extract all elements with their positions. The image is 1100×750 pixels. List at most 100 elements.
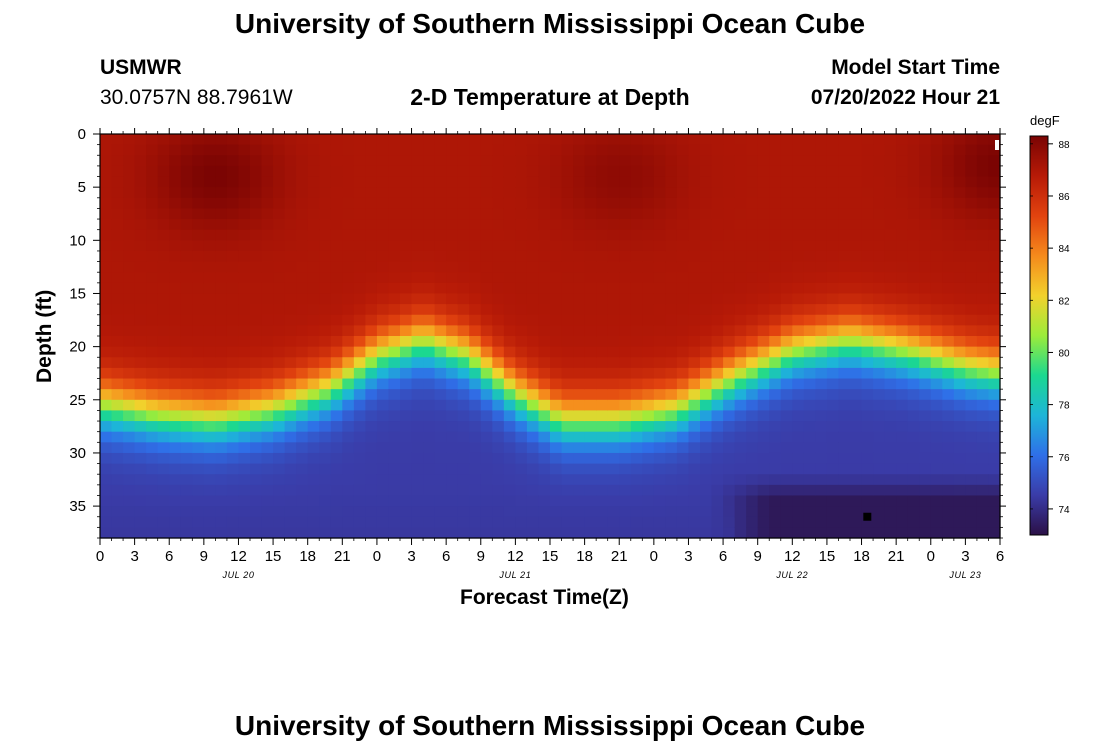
heat-cell <box>803 165 816 178</box>
heat-cell <box>792 261 805 273</box>
heat-cell <box>526 336 540 348</box>
heat-cell <box>826 187 840 199</box>
heat-cell <box>319 197 332 210</box>
heat-cell <box>330 176 343 188</box>
heat-cell <box>215 474 228 486</box>
heat-cell <box>480 463 493 475</box>
heat-cell <box>942 293 955 305</box>
heat-cell <box>619 293 632 305</box>
heat-cell <box>423 176 436 188</box>
heat-cell <box>861 463 874 475</box>
heat-cell <box>284 378 297 390</box>
heat-cell <box>688 325 701 337</box>
heat-cell <box>838 357 851 369</box>
heat-cell <box>123 176 136 188</box>
heat-cell <box>619 272 632 284</box>
heat-cell <box>607 219 620 231</box>
heat-cell <box>734 219 747 231</box>
heat-cell <box>526 272 540 284</box>
heat-cell <box>584 399 597 412</box>
heat-cell <box>469 187 482 199</box>
heat-cell <box>388 314 401 326</box>
heat-cell <box>861 314 874 326</box>
heat-cell <box>780 516 793 528</box>
heat-cell <box>157 197 170 210</box>
heat-cell <box>203 325 216 337</box>
heat-cell <box>561 346 574 358</box>
heat-cell <box>734 197 747 210</box>
heat-cell <box>192 474 205 486</box>
heat-cell <box>942 484 955 497</box>
heat-cell <box>642 282 655 295</box>
heat-cell <box>469 506 482 518</box>
heat-cell <box>446 197 459 210</box>
heat-cell <box>284 421 297 433</box>
heat-cell <box>953 261 966 273</box>
heat-cell <box>400 325 413 337</box>
heat-cell <box>538 474 551 486</box>
heat-cell <box>711 474 724 486</box>
heat-cell <box>100 389 113 401</box>
heat-cell <box>561 325 574 337</box>
heat-cell <box>319 144 332 156</box>
heat-cell <box>953 165 966 178</box>
heat-cell <box>169 442 182 454</box>
heat-cell <box>400 346 413 358</box>
heat-cell <box>446 219 459 231</box>
heat-cell <box>180 261 193 273</box>
heat-cell <box>757 399 770 412</box>
heat-cell <box>584 208 597 220</box>
heat-cell <box>526 484 540 497</box>
heat-cell <box>573 474 586 486</box>
heat-cell <box>261 314 274 326</box>
heat-cell <box>630 357 643 369</box>
heat-cell <box>884 527 897 539</box>
heat-cell <box>446 261 459 273</box>
heat-cell <box>134 516 147 528</box>
heat-cell <box>573 495 586 507</box>
heat-cell <box>976 346 990 358</box>
heat-cell <box>273 357 286 369</box>
heat-cell <box>503 495 516 507</box>
heat-cell <box>307 176 320 188</box>
heat-cell <box>561 197 574 210</box>
heat-cell <box>111 155 124 167</box>
heat-cell <box>896 144 909 156</box>
heat-cell <box>192 399 205 412</box>
heat-cell <box>296 229 309 241</box>
heat-cell <box>226 282 240 295</box>
heat-cell <box>100 516 113 528</box>
heat-cell <box>480 399 493 412</box>
heat-cell <box>330 516 343 528</box>
heat-cell <box>653 240 666 252</box>
heat-cell <box>850 389 863 401</box>
heat-cell <box>192 155 205 167</box>
heat-cell <box>896 506 909 518</box>
heat-cell <box>780 463 793 475</box>
heat-cell <box>192 367 205 380</box>
heat-cell <box>400 399 413 412</box>
heat-cell <box>757 144 770 156</box>
heat-cell <box>734 346 747 358</box>
heat-cell <box>411 229 424 241</box>
heat-cell <box>365 378 378 390</box>
heat-cell <box>711 219 724 231</box>
heat-cell <box>342 187 355 199</box>
heat-cell <box>111 197 124 210</box>
heat-cell <box>607 378 620 390</box>
heat-cell <box>146 452 159 465</box>
heat-cell <box>111 134 124 146</box>
heat-cell <box>873 367 886 380</box>
heat-cell <box>930 367 943 380</box>
heat-cell <box>861 378 874 390</box>
heat-cell <box>538 325 551 337</box>
x-tick-label: 12 <box>230 548 247 565</box>
heat-cell <box>792 229 805 241</box>
heat-cell <box>296 197 309 210</box>
heat-cell <box>261 357 274 369</box>
heat-cell <box>296 272 309 284</box>
heat-cell <box>261 516 274 528</box>
heat-cell <box>607 389 620 401</box>
x-tick-label: 0 <box>927 548 935 565</box>
heat-cell <box>111 346 124 358</box>
